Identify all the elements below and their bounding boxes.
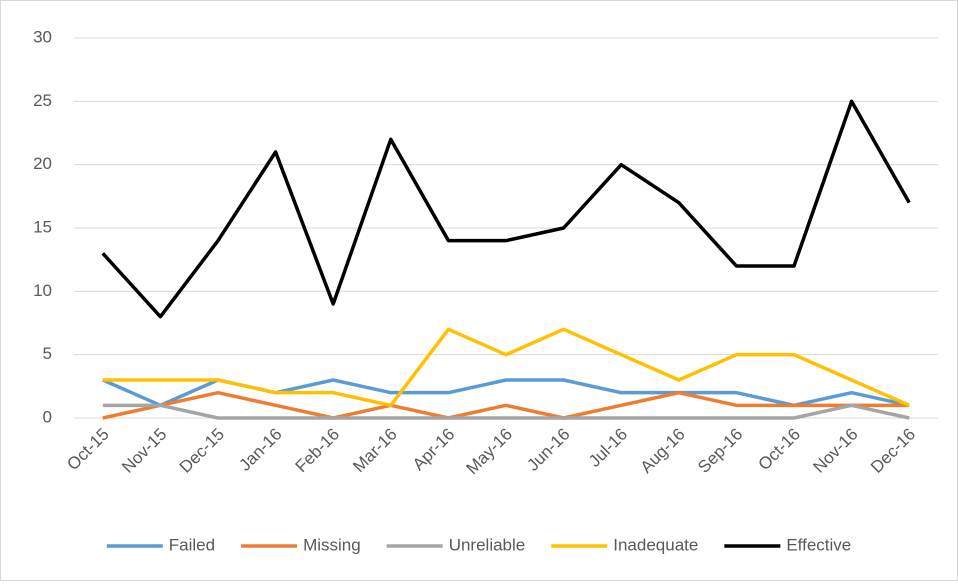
y-tick-label: 5 — [43, 344, 52, 363]
series-line — [102, 390, 910, 420]
series-line — [102, 403, 910, 420]
y-tick-label: 0 — [43, 407, 52, 426]
y-tick-label: 20 — [33, 154, 52, 173]
legend-label: Unreliable — [449, 535, 526, 554]
series-line — [101, 99, 911, 319]
series-line — [102, 327, 910, 408]
y-tick-label: 25 — [33, 91, 52, 110]
y-tick-label: 15 — [33, 217, 52, 236]
legend-label: Failed — [169, 535, 215, 554]
legend-label: Effective — [786, 535, 851, 554]
y-tick-label: 10 — [33, 281, 52, 300]
legend-label: Inadequate — [613, 535, 698, 554]
y-tick-label: 30 — [33, 27, 52, 46]
legend-label: Missing — [303, 535, 361, 554]
